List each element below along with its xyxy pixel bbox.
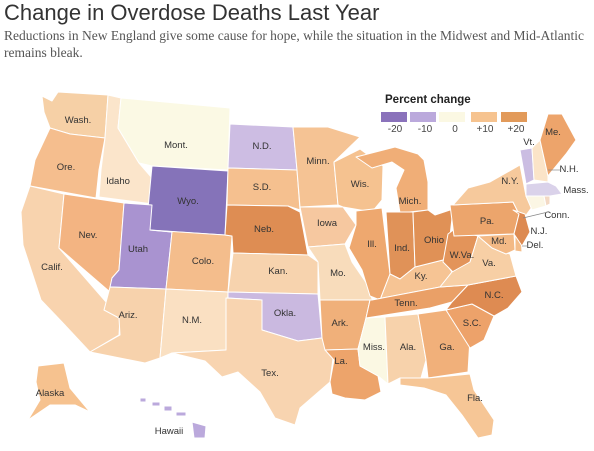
state-label: Mass. <box>563 185 588 196</box>
state-label: Ariz. <box>119 310 138 321</box>
state-label: Ga. <box>439 342 454 353</box>
state-label: Del. <box>527 240 544 251</box>
state-OR <box>29 127 106 199</box>
state-label: N.Y. <box>501 176 518 187</box>
state-label: Ore. <box>57 162 75 173</box>
state-KS <box>227 252 319 295</box>
legend-tick: -10 <box>417 124 433 135</box>
legend-tick: +10 <box>476 124 494 135</box>
state-TX <box>171 297 335 426</box>
state-label: N.C. <box>485 290 504 301</box>
state-label: Md. <box>491 236 507 247</box>
state-OH <box>412 208 454 268</box>
state-label: Wyo. <box>177 196 199 207</box>
state-label: Ohio <box>424 235 444 246</box>
state-label: N.H. <box>560 164 579 175</box>
state-label: Va. <box>482 258 496 269</box>
state-label: Tenn. <box>394 298 417 309</box>
state-label: Fla. <box>467 393 483 404</box>
state-MA <box>525 181 563 197</box>
state-label: S.C. <box>463 318 481 329</box>
state-IL <box>348 207 391 301</box>
legend-swatch <box>410 112 436 122</box>
state-label: Ky. <box>414 271 427 282</box>
legend-tick: +20 <box>507 124 525 135</box>
state-label: Ark. <box>332 318 349 329</box>
state-label: Okla. <box>274 308 296 319</box>
legend-swatch <box>439 112 465 122</box>
state-label: Mich. <box>399 196 422 207</box>
legend-swatch <box>471 112 497 122</box>
state-label: Iowa <box>317 218 338 229</box>
state-label: Ind. <box>394 243 410 254</box>
legend-title: Percent change <box>385 94 471 106</box>
state-label: Wis. <box>351 179 369 190</box>
state-label: S.D. <box>253 182 271 193</box>
state-label: Ala. <box>400 342 416 353</box>
state-label: Wash. <box>65 115 92 126</box>
state-label: Mo. <box>330 268 346 279</box>
state-label: Mont. <box>164 140 188 151</box>
state-HI <box>139 397 207 439</box>
state-label: N.J. <box>531 226 548 237</box>
state-FL <box>399 373 495 439</box>
state-label: N.D. <box>253 141 272 152</box>
state-labels: Wash. Ore. Calif. Idaho Nev. Mont. Wyo. … <box>36 115 589 437</box>
state-label: La. <box>334 356 347 367</box>
state-label: Calif. <box>41 262 63 273</box>
state-label: Nev. <box>79 230 98 241</box>
state-label: Pa. <box>480 216 494 227</box>
state-label: N.M. <box>182 315 202 326</box>
state-label: Me. <box>545 127 561 138</box>
leader-lines <box>522 169 560 247</box>
state-NH <box>531 139 549 183</box>
state-shapes <box>20 91 577 439</box>
state-label: Minn. <box>306 156 329 167</box>
state-label: Kan. <box>268 266 288 277</box>
state-label: W.Va. <box>450 250 475 261</box>
state-MD <box>477 233 516 255</box>
state-label: Miss. <box>363 342 385 353</box>
state-label: Colo. <box>192 256 214 267</box>
state-ME <box>539 113 577 177</box>
state-SD <box>226 167 301 211</box>
state-label: Conn. <box>544 210 569 221</box>
legend-swatch <box>501 112 527 122</box>
state-label: Utah <box>128 244 148 255</box>
state-IA <box>299 206 357 248</box>
state-label: Alaska <box>36 388 65 399</box>
map-subtitle: Reductions in New England give some caus… <box>4 28 585 60</box>
state-label: Tex. <box>261 368 278 379</box>
state-label: Ill. <box>367 239 377 250</box>
legend-tick: 0 <box>452 124 458 135</box>
map-title: Change in Overdose Deaths Last Year <box>4 0 380 25</box>
legend-swatch <box>381 112 407 122</box>
state-label: Hawaii <box>155 426 184 437</box>
state-label: Idaho <box>106 176 130 187</box>
legend-tick: -20 <box>387 124 403 135</box>
state-AK <box>27 362 91 421</box>
state-label: Neb. <box>254 224 274 235</box>
state-label: Vt. <box>523 137 535 148</box>
